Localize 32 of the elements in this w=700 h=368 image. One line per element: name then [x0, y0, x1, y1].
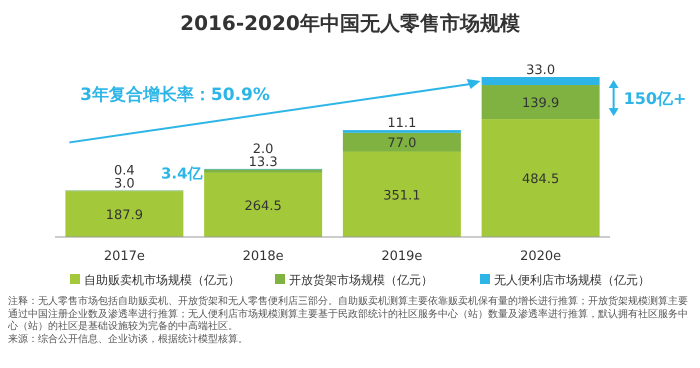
source-note: 来源：综合公开信息、企业访谈，根据统计模型核算。 [8, 334, 249, 346]
bar [482, 119, 600, 237]
data-label: 139.9 [522, 96, 560, 112]
data-label: 11.1 [387, 116, 416, 132]
data-label: 2.0 [252, 142, 274, 157]
chart-title: 2016-2020年中国无人零售市场规模 [180, 11, 520, 35]
annotation: 3.4亿 [160, 164, 204, 182]
x-tick-label: 2020e [520, 249, 562, 264]
x-tick-label: 2017e [104, 249, 145, 264]
data-label: 264.5 [244, 198, 282, 214]
bar [482, 85, 600, 120]
x-tick-label: 2018e [242, 249, 284, 264]
data-label: 3.0 [114, 176, 135, 192]
legend-label: 自助贩卖机市场规模（亿元） [84, 273, 240, 287]
bar [342, 152, 461, 237]
data-label: 33.0 [526, 63, 556, 78]
bar [65, 191, 184, 237]
bar [342, 130, 461, 133]
x-tick-label: 2019e [381, 249, 422, 264]
data-label: 351.1 [383, 188, 420, 204]
legend-label: 无人便利店市场规模（亿元） [494, 273, 650, 287]
data-label: 77.0 [387, 136, 416, 152]
bar [204, 172, 322, 237]
annotation: 3年复合增长率：50.9% [80, 85, 270, 105]
legend-label: 开放货架市场规模（亿元） [289, 273, 433, 287]
data-label: 484.5 [522, 172, 560, 188]
data-label: 0.4 [114, 163, 135, 178]
bar [342, 132, 461, 152]
data-label: 187.9 [106, 208, 143, 224]
text: 150亿+ [624, 89, 686, 108]
data-label: 13.3 [248, 154, 278, 170]
bar [204, 169, 322, 173]
